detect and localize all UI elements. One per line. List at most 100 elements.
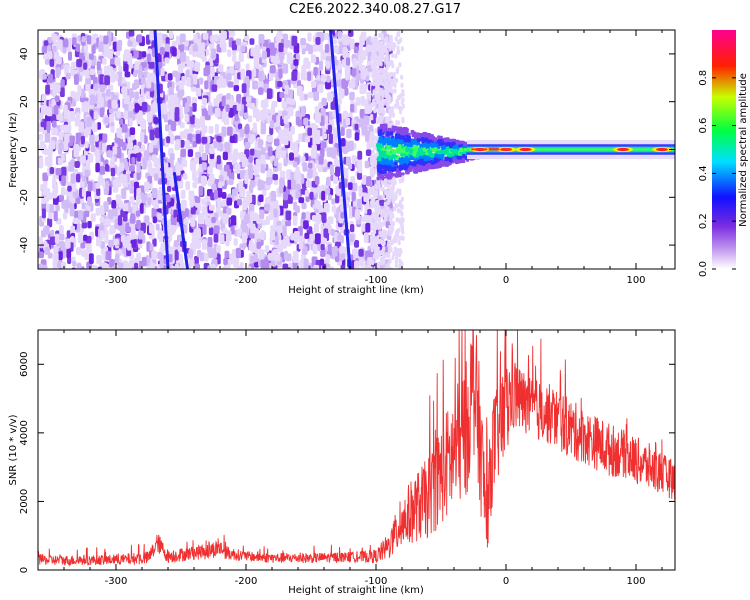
heatmap-cell (331, 147, 338, 156)
heatmap-cell (385, 86, 389, 92)
heatmap-cell (192, 102, 197, 112)
heatmap-cell (351, 182, 358, 192)
heatmap-cell (139, 192, 145, 200)
heatmap-cell (96, 122, 101, 130)
heatmap-cell (231, 55, 237, 62)
heatmap-cell (340, 253, 346, 260)
heatmap-cell (213, 225, 220, 235)
heatmap-cell (394, 203, 398, 209)
heatmap-cell (194, 61, 201, 72)
heatmap-cell (264, 245, 270, 253)
heatmap-cell (386, 131, 390, 137)
heatmap-cell (358, 165, 363, 174)
heatmap-cell (437, 135, 441, 140)
heatmap-cell (146, 241, 151, 252)
heatmap-cell (199, 119, 204, 128)
heatmap-cell (395, 256, 399, 262)
heatmap-cell (69, 206, 75, 217)
heatmap-cell (369, 46, 373, 52)
heatmap-cell (219, 234, 225, 244)
heatmap-cell (363, 214, 368, 222)
heatmap-cell (239, 262, 244, 269)
heatmap-cell (124, 161, 129, 171)
heatmap-cell (219, 169, 225, 176)
heatmap-cell (359, 258, 365, 267)
heatmap-cell (168, 31, 174, 39)
heatmap-cell (394, 133, 400, 137)
heatmap-cell (384, 93, 388, 99)
heatmap-cell (223, 164, 230, 172)
heatmap-cell (377, 183, 381, 189)
heatmap-cell (391, 106, 395, 112)
heatmap-cell (231, 188, 237, 197)
heatmap-cell (95, 207, 101, 216)
heatmap-cell (180, 262, 185, 269)
heatmap-cell (260, 127, 266, 135)
heatmap-cell (38, 133, 44, 141)
heatmap-cell (370, 165, 374, 171)
heatmap-cell (68, 51, 73, 61)
heatmap-cell (136, 163, 141, 173)
heatmap-cell (379, 67, 383, 73)
heatmap-cell (185, 181, 191, 191)
heatmap-cell (103, 229, 109, 239)
heatmap-cell (365, 149, 372, 156)
heatmap-cell (305, 211, 311, 221)
heatmap-cell (195, 133, 201, 144)
heatmap-cell (303, 258, 309, 269)
spectrogram-x-tick-label: 0 (503, 275, 509, 286)
heatmap-cell (99, 216, 105, 223)
heatmap-cell (92, 122, 98, 133)
heatmap-cell (249, 38, 255, 45)
heatmap-cell (283, 234, 289, 242)
snr-x-tick-label: -100 (365, 576, 388, 587)
heatmap-cell (390, 43, 394, 49)
heatmap-cell (194, 255, 199, 266)
heatmap-cell (148, 224, 155, 234)
heatmap-cell (187, 149, 193, 158)
heatmap-cell (128, 111, 134, 119)
heatmap-cell (152, 101, 158, 112)
heatmap-cell (304, 232, 310, 239)
heatmap-cell (117, 262, 124, 269)
heatmap-cell (214, 123, 219, 134)
heatmap-cell (216, 155, 221, 165)
heatmap-cell (121, 87, 126, 94)
heatmap-cell (95, 182, 100, 189)
snr-x-tick-label: 0 (503, 576, 509, 587)
heatmap-cell (99, 96, 104, 108)
heatmap-cell (373, 145, 377, 151)
heatmap-cell (381, 194, 385, 200)
heatmap-cell (314, 233, 321, 245)
heatmap-cell (241, 83, 247, 94)
heatmap-cell (281, 99, 288, 109)
heatmap-cell (216, 244, 221, 253)
heatmap-cell (331, 205, 337, 213)
heatmap-cell (73, 268, 78, 269)
heatmap-cell (167, 73, 173, 81)
heatmap-cell (127, 262, 133, 269)
heatmap-cell (179, 122, 185, 129)
heatmap-cell (291, 179, 297, 190)
heatmap-cell (50, 236, 56, 246)
heatmap-cell (108, 239, 115, 248)
heatmap-cell (195, 87, 202, 97)
heatmap-cell (149, 61, 155, 69)
heatmap-cell (56, 66, 61, 74)
heatmap-cell (277, 110, 284, 117)
heatmap-cell (52, 177, 57, 186)
heatmap-cell (60, 240, 65, 251)
heatmap-cell (64, 64, 70, 75)
heatmap-cell (403, 163, 407, 168)
heatmap-cell (299, 259, 305, 269)
heatmap-cell (201, 152, 208, 161)
heatmap-cell (366, 140, 371, 150)
colorbar-label: Normalized spectral amplitude (738, 73, 749, 227)
heatmap-cell (135, 210, 141, 217)
heatmap-cell (136, 114, 141, 125)
heatmap-cell (387, 183, 391, 189)
heatmap-cell (74, 116, 80, 127)
snr-y-tick-label: 2000 (19, 489, 30, 514)
heatmap-cell (201, 108, 207, 117)
heatmap-cell (389, 59, 393, 65)
